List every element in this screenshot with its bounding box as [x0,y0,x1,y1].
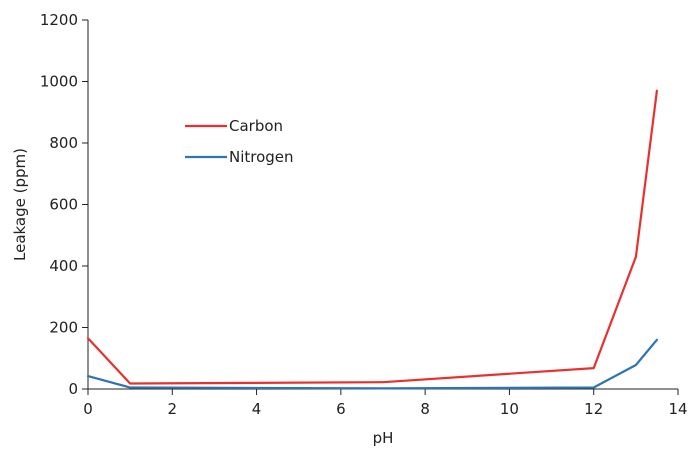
legend: Carbon Nitrogen [185,117,294,166]
series-layer [86,89,659,390]
x-axis-label: pH [373,429,394,447]
series-line-nitrogen [86,338,659,390]
y-axis-label: Leakage (ppm) [11,148,29,261]
y-tick-label: 200 [49,319,78,337]
legend-label-carbon: Carbon [229,117,283,135]
x-tick-label: 10 [500,400,519,418]
x-tick-label: 0 [83,400,93,418]
x-ticks: 0 2 4 6 8 10 12 14 [83,389,688,418]
x-tick-label: 12 [584,400,603,418]
x-tick-label: 6 [336,400,346,418]
y-tick-label: 1000 [40,73,78,91]
x-tick-label: 14 [668,400,687,418]
y-tick-label: 1200 [40,11,78,29]
x-tick-label: 2 [168,400,178,418]
legend-label-nitrogen: Nitrogen [229,148,294,166]
y-tick-label: 600 [49,196,78,214]
y-tick-label: 400 [49,257,78,275]
y-tick-label: 0 [68,380,78,398]
y-ticks: 0 200 400 600 800 1000 1200 [40,11,88,398]
x-tick-label: 4 [252,400,262,418]
axes [87,20,678,390]
x-tick-label: 8 [420,400,430,418]
y-tick-label: 800 [49,134,78,152]
series-line-carbon [86,89,659,385]
